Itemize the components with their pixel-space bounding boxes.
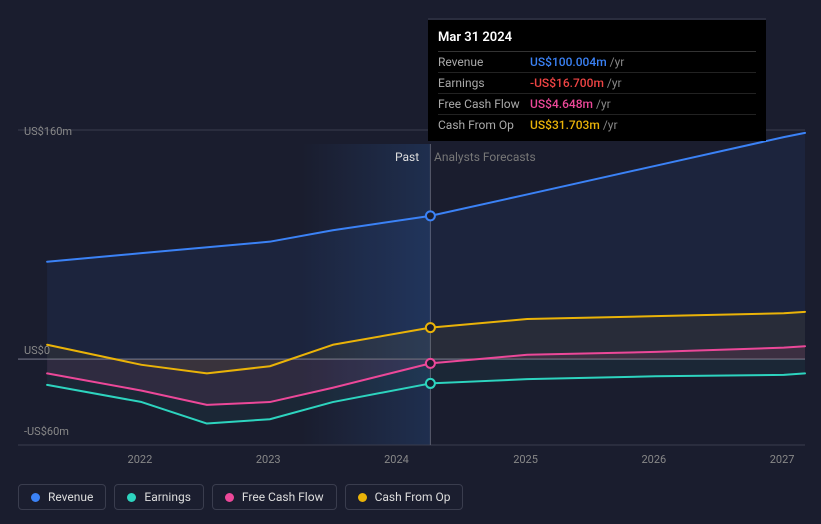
legend-dot-icon xyxy=(225,493,234,502)
x-axis-label: 2022 xyxy=(128,453,153,466)
tooltip-row-value: -US$16.700m xyxy=(530,76,604,90)
legend-item-label: Revenue xyxy=(48,490,93,504)
legend-item-label: Cash From Op xyxy=(375,490,451,504)
y-axis-label: US$160m xyxy=(24,125,72,138)
forecast-label: Analysts Forecasts xyxy=(434,150,536,164)
tooltip-row-value: US$100.004m xyxy=(530,55,607,69)
tooltip-row: Free Cash FlowUS$4.648m/yr xyxy=(438,94,756,115)
x-axis-label: 2026 xyxy=(641,453,666,466)
tooltip-row-value: US$4.648m xyxy=(530,97,593,111)
x-axis-label: 2024 xyxy=(384,453,409,466)
financial-chart: US$160m US$0 -US$60m Past Analysts Forec… xyxy=(0,0,821,524)
tooltip-row-label: Cash From Op xyxy=(438,118,530,132)
tooltip-row-unit: /yr xyxy=(596,97,611,111)
tooltip-row-unit: /yr xyxy=(603,118,618,132)
tooltip-row-label: Free Cash Flow xyxy=(438,97,530,111)
legend-item-revenue[interactable]: Revenue xyxy=(18,484,106,510)
tooltip-row-label: Earnings xyxy=(438,76,530,90)
x-axis-label: 2025 xyxy=(513,453,538,466)
tooltip-row: Cash From OpUS$31.703m/yr xyxy=(438,115,756,135)
legend-dot-icon xyxy=(358,493,367,502)
legend-item-cash_from_op[interactable]: Cash From Op xyxy=(345,484,464,510)
legend-item-label: Earnings xyxy=(144,490,191,504)
tooltip-row: Earnings-US$16.700m/yr xyxy=(438,73,756,94)
tooltip-date: Mar 31 2024 xyxy=(438,26,756,52)
legend-item-label: Free Cash Flow xyxy=(242,490,324,504)
tooltip-row-unit: /yr xyxy=(607,76,622,90)
chart-tooltip: Mar 31 2024 RevenueUS$100.004m/yrEarning… xyxy=(428,18,766,141)
x-axis-label: 2027 xyxy=(770,453,795,466)
x-axis-label: 2023 xyxy=(256,453,281,466)
tooltip-row-unit: /yr xyxy=(610,55,625,69)
legend-dot-icon xyxy=(127,493,136,502)
legend-dot-icon xyxy=(31,493,40,502)
past-label: Past xyxy=(395,150,419,164)
y-axis-label: -US$60m xyxy=(24,425,69,438)
legend-item-earnings[interactable]: Earnings xyxy=(114,484,204,510)
tooltip-row: RevenueUS$100.004m/yr xyxy=(438,52,756,73)
tooltip-row-value: US$31.703m xyxy=(530,118,600,132)
y-axis-label: US$0 xyxy=(24,344,50,357)
tooltip-row-label: Revenue xyxy=(438,55,530,69)
chart-legend: Revenue Earnings Free Cash Flow Cash From O… xyxy=(18,484,463,510)
legend-item-free_cash_flow[interactable]: Free Cash Flow xyxy=(212,484,337,510)
